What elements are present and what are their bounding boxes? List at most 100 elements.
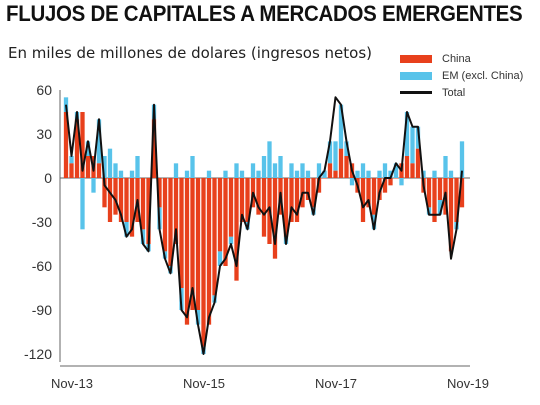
china-bar <box>316 178 322 193</box>
china-bar <box>118 178 124 222</box>
em-bar <box>278 156 283 178</box>
em-bar <box>69 156 74 164</box>
china-bar <box>239 178 245 222</box>
china-bar <box>256 178 261 215</box>
china-bar <box>245 178 250 222</box>
em-bar <box>173 163 179 178</box>
china-bar <box>212 178 217 296</box>
legend-swatch-total <box>400 91 432 94</box>
china-bar <box>294 178 300 222</box>
em-bar <box>256 170 261 178</box>
china-bar <box>228 178 234 237</box>
chart-title: FLUJOS DE CAPITALES A MERCADOS EMERGENTE… <box>6 1 523 26</box>
em-bar <box>437 200 443 215</box>
legend-label-em: EM (excl. China) <box>442 69 524 82</box>
em-bar <box>448 170 454 178</box>
em-bar <box>344 141 349 156</box>
em-bar <box>393 163 399 178</box>
em-bar <box>399 178 404 186</box>
em-bar <box>261 156 267 178</box>
china-bar <box>272 178 278 259</box>
em-bar <box>388 170 393 178</box>
china-bar <box>432 178 437 222</box>
china-bar <box>102 178 107 208</box>
em-bar <box>382 163 388 178</box>
em-bar <box>355 170 360 178</box>
china-bar <box>283 178 289 237</box>
em-bar <box>366 170 371 178</box>
em-bar <box>250 163 256 178</box>
china-bar <box>360 178 366 222</box>
legend-label-total: Total <box>442 86 466 99</box>
em-bar <box>239 170 245 178</box>
legend-swatch-em <box>400 71 432 80</box>
em-bar <box>217 251 223 266</box>
em-bar <box>305 170 311 178</box>
em-bar <box>267 141 272 178</box>
china-bar <box>74 119 80 178</box>
em-bar <box>432 170 437 178</box>
china-bar <box>377 178 382 200</box>
china-bar <box>371 178 377 215</box>
em-bar <box>80 178 85 230</box>
y-tick-label: 60 <box>36 82 52 98</box>
em-bar <box>135 156 140 178</box>
china-bar <box>344 156 349 178</box>
china-bar <box>113 178 118 215</box>
em-bar <box>129 170 135 178</box>
china-bar <box>366 178 371 208</box>
china-bar <box>311 178 316 208</box>
em-bar <box>184 170 190 178</box>
em-bar <box>63 97 69 112</box>
china-bar <box>448 178 454 252</box>
em-bar <box>327 141 333 164</box>
china-bar <box>223 178 228 266</box>
em-bar <box>223 170 228 178</box>
china-bar <box>80 112 85 178</box>
em-bar <box>360 163 366 178</box>
em-bar <box>322 170 327 178</box>
china-bar <box>179 178 184 288</box>
china-bar <box>327 163 333 178</box>
em-bar <box>107 148 113 178</box>
em-bar <box>102 156 107 178</box>
china-bar <box>388 178 393 186</box>
em-bar <box>421 170 426 178</box>
y-tick-label: -120 <box>24 346 52 362</box>
china-bar <box>168 178 173 266</box>
y-tick-label: -60 <box>32 258 52 274</box>
china-bar <box>459 178 465 208</box>
legend-item-china: China <box>400 50 523 67</box>
em-bar <box>333 141 338 171</box>
y-tick-label: -90 <box>32 302 52 318</box>
china-bar <box>261 178 267 237</box>
china-bar <box>157 178 162 208</box>
china-bar <box>206 178 212 325</box>
em-bar <box>349 178 355 186</box>
legend-swatch-china <box>400 54 432 63</box>
em-bar <box>377 170 382 178</box>
x-tick-label: Nov-17 <box>315 376 357 391</box>
china-bar <box>195 178 201 310</box>
china-bar <box>404 156 410 178</box>
em-bar <box>415 126 421 149</box>
x-tick-labels: Nov-13 Nov-15 Nov-17 Nov-19 <box>51 376 489 391</box>
china-bar <box>162 178 168 252</box>
y-tick-label: 0 <box>44 170 52 186</box>
x-tick-label: Nov-19 <box>447 376 489 391</box>
em-bar <box>96 119 102 164</box>
china-bar <box>454 178 459 222</box>
em-bar <box>294 170 300 178</box>
em-bar <box>113 163 118 178</box>
china-bar <box>201 178 206 347</box>
em-bar <box>459 141 465 178</box>
em-bar <box>228 236 234 244</box>
total-series-line <box>65 96 463 355</box>
em-bar <box>300 163 305 178</box>
em-bar <box>190 156 195 178</box>
china-bar <box>393 178 399 179</box>
china-bar <box>107 178 113 222</box>
em-bar <box>338 104 344 149</box>
em-bar <box>289 163 294 178</box>
